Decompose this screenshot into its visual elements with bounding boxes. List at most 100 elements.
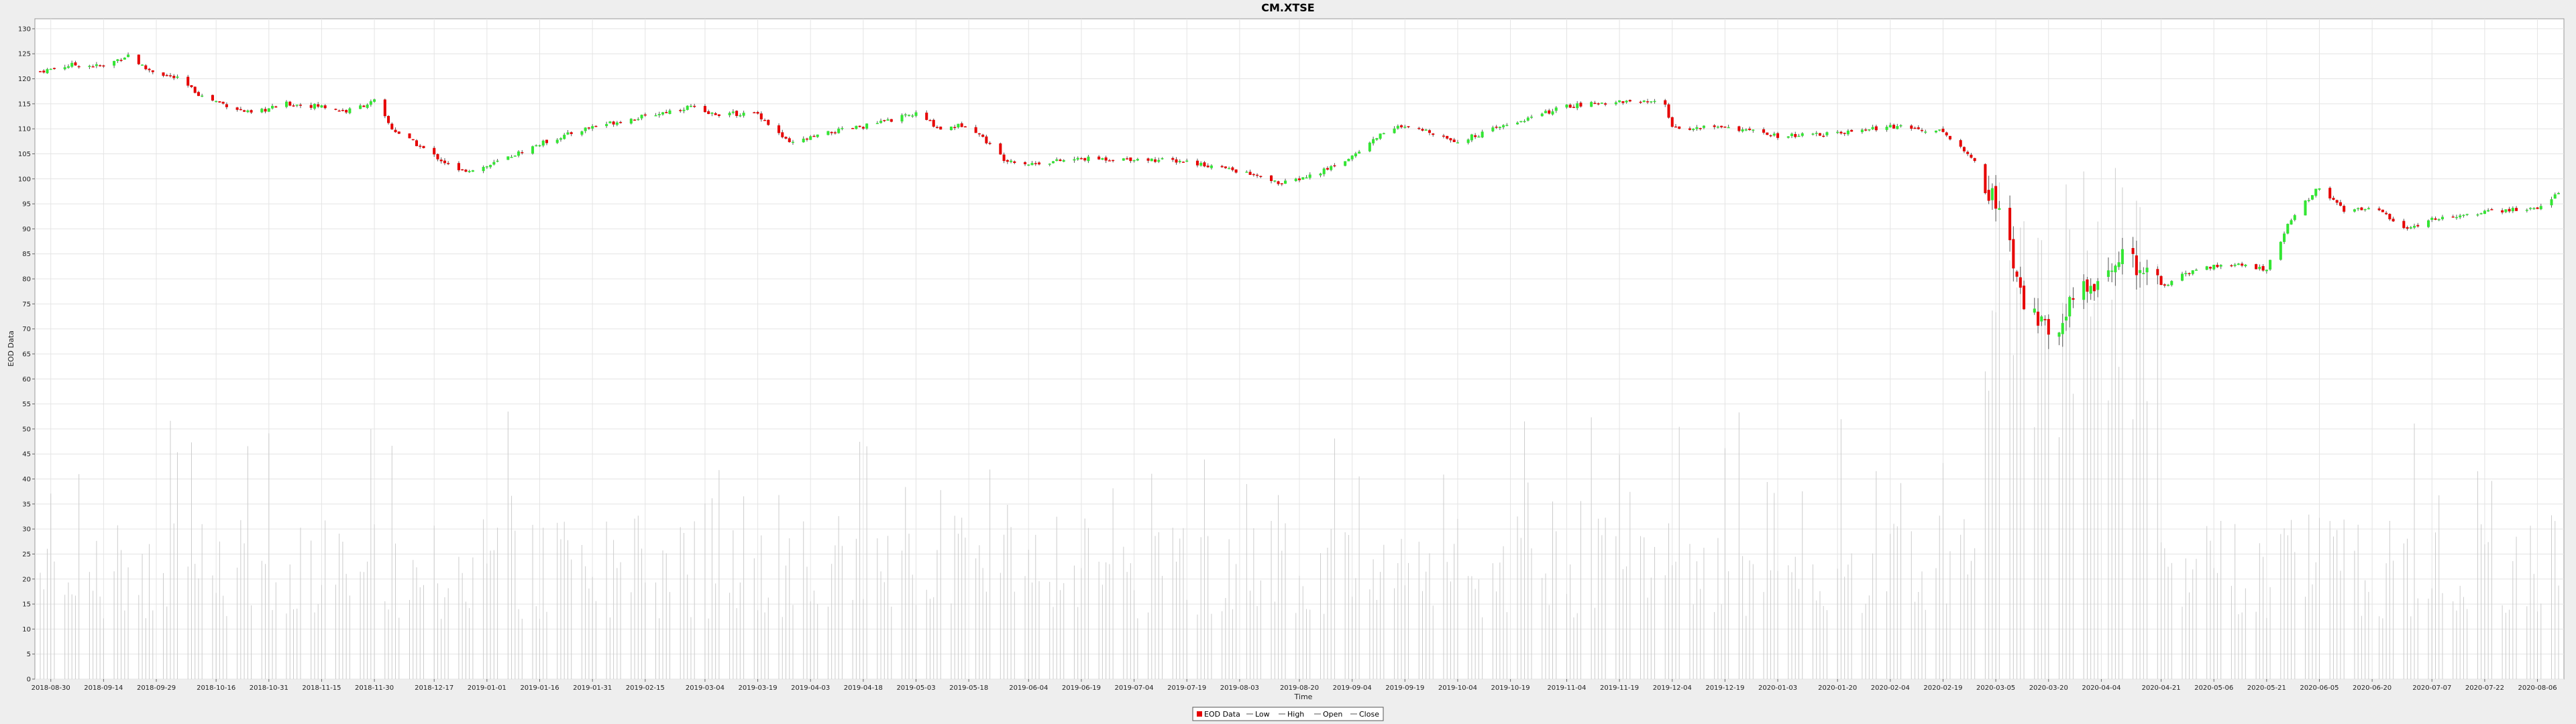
candle-body [2532,208,2536,210]
candle-body [1013,161,1016,164]
candle-body [587,127,590,129]
x-tick-label: 2019-01-01 [468,684,506,692]
candle-body [1818,133,1821,136]
candle-body [851,127,855,129]
candle-body [1713,125,1716,127]
candle-body [2237,263,2240,265]
candle-body [1973,158,1976,162]
candle-body [928,120,932,121]
candle-body [2255,264,2258,269]
candle-body [1132,160,1136,162]
candle-body [559,138,562,140]
candle-body [1326,168,1329,170]
candle-body [1079,158,1083,160]
candle-body [2501,210,2504,213]
candle-body [1400,125,1403,127]
candle-body [1256,174,1259,176]
x-tick-label: 2019-12-19 [1705,684,1744,692]
candle-body [703,106,706,113]
candle-body [763,119,767,121]
candle-body [2388,214,2392,220]
candle-body [394,129,397,133]
candle-body [1495,127,1498,128]
candle-body [1565,105,1568,108]
candle-body [2008,207,2012,241]
candle-body [1062,160,1065,162]
candle-body [2110,270,2114,272]
candle-body [1449,138,1452,141]
x-tick-label: 2019-08-20 [1280,684,1319,692]
candle-body [1322,168,1326,174]
candle-body [963,126,967,128]
candle-body [2241,263,2244,266]
candle-body [2385,213,2388,215]
candles [38,52,2561,349]
x-tick-label: 2019-12-04 [1653,684,1692,692]
candle-body [284,101,288,107]
candle-body [1913,127,1917,129]
candle-body [1379,133,1382,139]
candle-body [267,108,270,112]
candle-body [1836,131,1839,133]
candle-body [1024,162,1027,164]
candle-body [176,76,179,78]
candle-body [1498,127,1501,129]
x-tick-label: 2020-01-20 [1818,684,1857,692]
candle-body [735,111,739,116]
candle-body [1628,100,1631,102]
candle-body [1308,174,1311,178]
candle-body [1055,159,1059,161]
candle-body [1059,160,1062,162]
candle-body [1421,129,1424,131]
candle-body [1579,103,1582,107]
candle-body [165,74,168,76]
candle-body [95,64,98,66]
candle-body [728,113,731,115]
candle-body [654,115,657,117]
candle-body [2023,286,2026,310]
candle-body [2406,227,2409,229]
candle-body [802,138,805,143]
candle-body [2142,273,2145,274]
candle-body [144,65,148,70]
candle-body [1860,129,1864,133]
legend-item-high: High [1287,710,1304,719]
candle-body [1195,160,1199,166]
candle-body [1639,101,1642,103]
candle-body [816,134,819,137]
candle-body [288,101,292,106]
candle-body [2033,308,2036,313]
x-tick-label: 2019-09-04 [1333,684,1372,692]
candle-body [1234,169,1238,173]
x-tick-label: 2019-07-04 [1115,684,1154,692]
candle-body [2339,202,2342,206]
candle-body [1945,132,1948,135]
candle-body [1815,133,1818,134]
candle-body [1491,127,1495,131]
candle-body [422,145,425,148]
candle-body [1650,101,1653,103]
candle-body [1917,127,1920,129]
candle-body [608,121,612,123]
candle-body [2476,214,2479,216]
candle-body [1150,158,1153,162]
candle-body [1076,158,1079,160]
candle-body [2082,281,2086,300]
candle-body [1790,133,1794,137]
candle-body [1642,101,1646,103]
candle-body [468,171,471,172]
candle-body [1344,161,1347,166]
candle-body [1333,165,1336,167]
candle-body [127,54,130,58]
candle-body [2525,209,2528,211]
candle-body [1284,180,1287,184]
grid-lines [35,19,2564,680]
candle-body [1224,166,1227,168]
candle-body [2479,213,2483,215]
candle-body [2208,267,2212,269]
x-tick-label: 2020-04-04 [2082,684,2121,692]
candle-body [1843,133,1846,134]
candle-body [594,125,598,127]
candle-body [1688,128,1691,130]
candle-body [1874,126,1878,131]
